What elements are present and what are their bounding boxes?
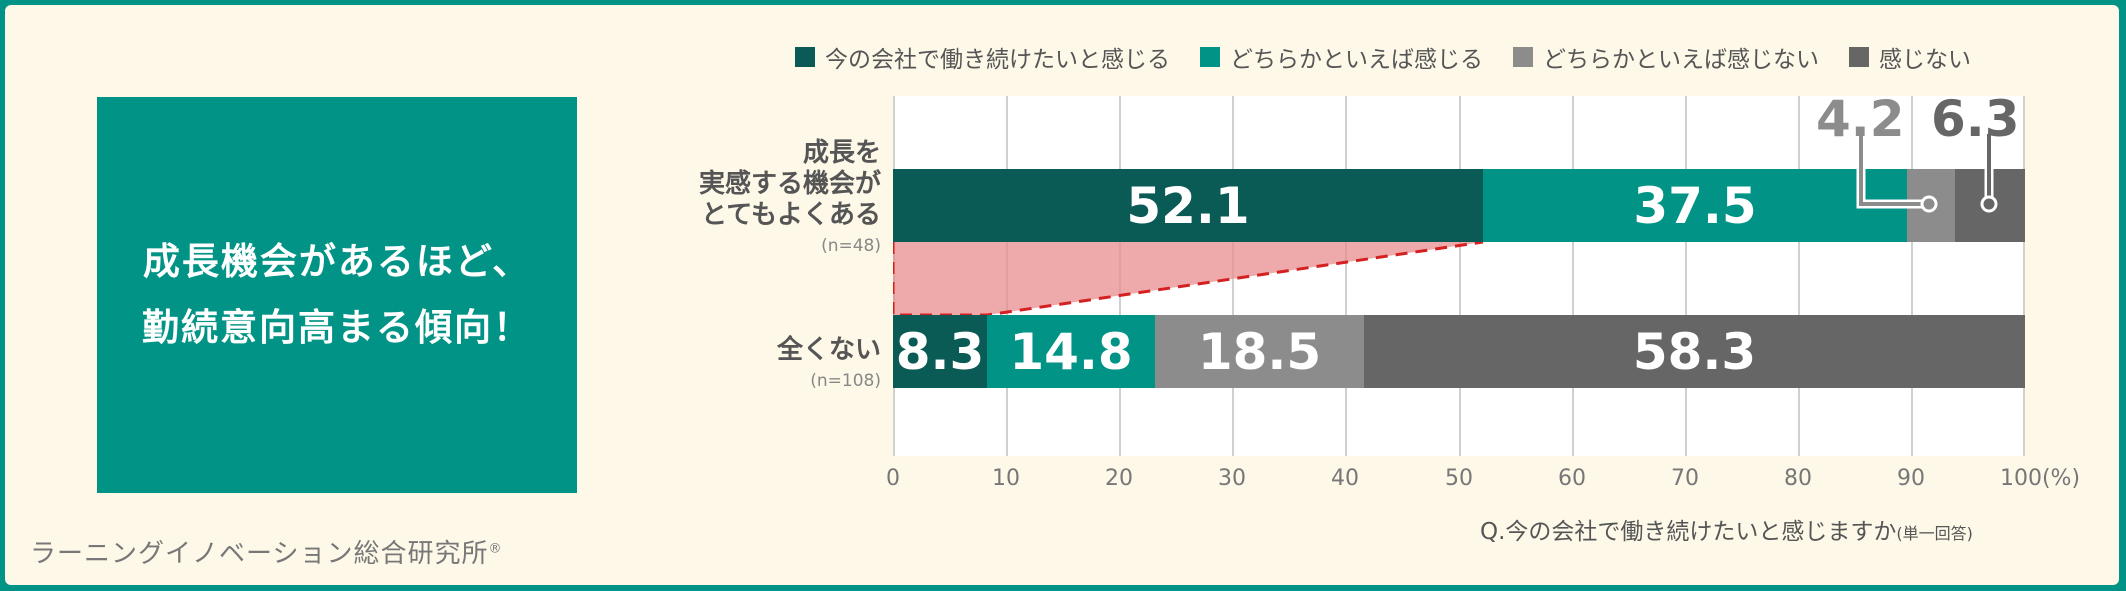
- category-label-high: 成長を 実感する機会が とてもよくある (n=48): [699, 138, 881, 262]
- plot-area: 52.1 37.5 8.3 14.8 18.5 58.3 4.2 6.3: [893, 90, 2025, 456]
- legend-swatch-icon: [1849, 47, 1869, 67]
- callout-box: 成長機会があるほど、 勤続意向高まる傾向！: [97, 97, 577, 493]
- value-label-4-2: 4.2: [1816, 90, 1905, 148]
- bar-segment: 18.5: [1155, 315, 1364, 388]
- category-line: 成長を: [802, 138, 881, 168]
- callout-text: 成長機会があるほど、 勤続意向高まる傾向！: [142, 229, 532, 361]
- bar-value: 18.5: [1197, 322, 1322, 381]
- x-tick: 50: [1445, 466, 1473, 491]
- bar-value: 14.8: [1009, 322, 1133, 381]
- x-tick: 100(%): [1999, 466, 2081, 491]
- bar-segment: 37.5: [1483, 169, 1907, 242]
- legend-swatch-icon: [1513, 47, 1533, 67]
- question-note: (単一回答): [1896, 524, 1973, 543]
- legend-item: 今の会社で働き続けたいと感じる: [795, 40, 1170, 74]
- legend-label: どちらかといえば感じない: [1543, 47, 1819, 73]
- legend-item: どちらかといえば感じない: [1513, 40, 1819, 74]
- category-line: とてもよくある: [701, 200, 881, 230]
- x-tick: 40: [1331, 466, 1359, 491]
- legend: 今の会社で働き続けたいと感じる どちらかといえば感じる どちらかといえば感じない…: [795, 40, 1971, 74]
- gridline: [2023, 96, 2025, 456]
- callout-line-1: 成長機会があるほど、: [142, 240, 532, 283]
- x-tick: 0: [886, 466, 900, 491]
- bar-value: 37.5: [1633, 176, 1757, 235]
- legend-swatch-icon: [795, 47, 815, 67]
- x-tick: 30: [1218, 466, 1246, 491]
- sample-size: (n=48): [821, 236, 881, 256]
- question-text: Q.今の会社で働き続けたいと感じますか: [1480, 519, 1897, 545]
- x-tick: 70: [1671, 466, 1699, 491]
- value-label-6-3: 6.3: [1931, 90, 2020, 148]
- gridline: [1572, 96, 1574, 456]
- category-line: 全くない: [776, 335, 881, 365]
- registered-mark: ®: [488, 541, 503, 557]
- bar-value: 8.3: [895, 322, 985, 381]
- gridline: [1685, 96, 1687, 456]
- x-tick: 10: [992, 466, 1020, 491]
- leader-lines: [1856, 134, 1998, 213]
- credit-org: ラーニングイノベーション総合研究所: [30, 539, 489, 569]
- legend-item: 感じない: [1849, 40, 1971, 74]
- gridline: [1459, 96, 1461, 456]
- category-label-none: 全くない (n=108): [777, 335, 881, 397]
- bar-segment: 14.8: [987, 315, 1155, 388]
- bar-segment: 52.1: [893, 169, 1483, 242]
- credit: ラーニングイノベーション総合研究所®: [30, 533, 502, 570]
- sample-size: (n=108): [810, 371, 881, 391]
- legend-swatch-icon: [1200, 47, 1220, 67]
- legend-label: 感じない: [1879, 47, 1971, 73]
- legend-item: どちらかといえば感じる: [1200, 40, 1483, 74]
- gridline: [1911, 96, 1913, 456]
- x-tick: 20: [1105, 466, 1133, 491]
- legend-label: 今の会社で働き続けたいと感じる: [825, 47, 1170, 73]
- x-tick: 80: [1784, 466, 1812, 491]
- x-tick: 90: [1897, 466, 1925, 491]
- category-line: 実感する機会が: [698, 169, 881, 199]
- bar-segment: 8.3: [893, 315, 987, 388]
- bar-segment: 58.3: [1364, 315, 2025, 388]
- callout-line-2: 勤続意向高まる傾向！: [142, 306, 532, 349]
- question-footnote: Q.今の会社で働き続けたいと感じますか(単一回答): [1480, 512, 1973, 546]
- gridline: [1345, 96, 1347, 456]
- bar-value: 52.1: [1126, 176, 1250, 235]
- legend-label: どちらかといえば感じる: [1230, 47, 1483, 73]
- x-tick: 60: [1558, 466, 1586, 491]
- bar-value: 58.3: [1632, 322, 1757, 381]
- gridline: [1798, 96, 1800, 456]
